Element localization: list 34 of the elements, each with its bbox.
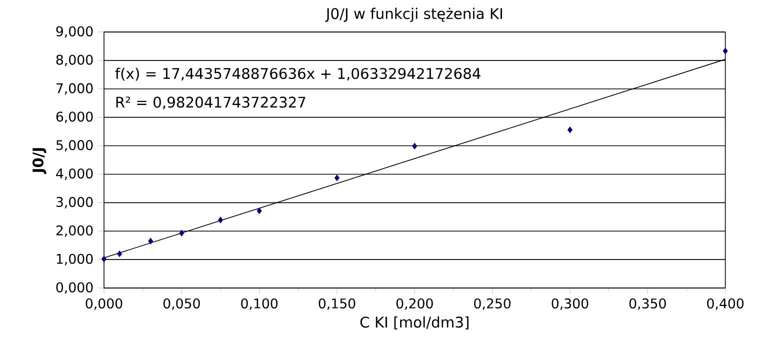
x-tick-label: 0,200 xyxy=(396,298,433,310)
x-tick-label: 0,050 xyxy=(163,298,200,310)
annotation: R² = 0,982041743722327 xyxy=(116,96,306,110)
point xyxy=(412,142,418,150)
y-tick-label: 8,000 xyxy=(56,54,93,66)
y-tick-label: 2,000 xyxy=(56,225,93,237)
point xyxy=(256,208,262,214)
x-tick-label: 0,400 xyxy=(707,298,744,310)
annotation: f(x) = 17,4435748876636x + 1,06332942172684 xyxy=(115,68,480,81)
x-tick-label: 0,350 xyxy=(629,298,666,310)
x-tick-label: 0,100 xyxy=(241,298,278,310)
y-tick-label: 0,000 xyxy=(56,282,93,294)
point xyxy=(218,216,223,224)
point xyxy=(722,48,728,54)
x-axis-title: C KI [mol/dm3] xyxy=(360,316,468,330)
y-tick-label: 6,000 xyxy=(56,112,93,124)
x-tick-label: 0,250 xyxy=(474,298,511,310)
x-tick-label: 0,000 xyxy=(86,298,122,310)
point xyxy=(568,126,572,134)
point xyxy=(102,256,106,262)
chart-title: J0/J w funkcji stężenia KI xyxy=(325,8,502,22)
y-tick-label: 3,000 xyxy=(56,196,93,208)
y-axis-title: J0/J xyxy=(32,148,46,174)
y-tick-label: 9,000 xyxy=(56,26,93,38)
y-tick-label: 1,000 xyxy=(56,254,93,266)
point xyxy=(334,174,340,182)
point xyxy=(148,238,154,244)
y-tick-label: 5,000 xyxy=(56,140,93,152)
x-tick-label: 0,300 xyxy=(552,298,588,310)
point xyxy=(117,250,122,258)
y-tick-label: 7,000 xyxy=(56,83,93,95)
y-tick-label: 4,000 xyxy=(56,168,93,180)
point xyxy=(179,230,184,236)
x-tick-label: 0,150 xyxy=(318,298,356,310)
